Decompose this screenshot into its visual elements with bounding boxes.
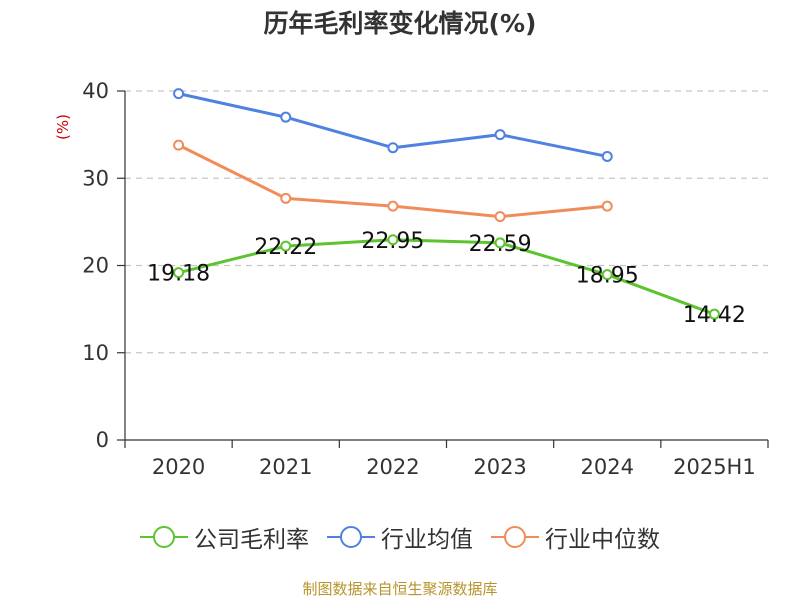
y-tick-label: 40 [82, 79, 109, 103]
data-point [601, 150, 613, 162]
data-point [494, 237, 506, 249]
y-tick-label: 10 [82, 341, 109, 365]
x-tick-label: 2022 [366, 455, 419, 479]
data-point [387, 142, 399, 154]
grid-lines [125, 90, 768, 354]
legend-swatch [491, 525, 539, 549]
x-tick-label: 2023 [473, 455, 526, 479]
x-tick-label: 2025H1 [673, 455, 756, 479]
data-point [708, 308, 720, 320]
series-line-0 [178, 238, 715, 316]
data-point [280, 111, 292, 123]
data-label: 19.18 [147, 262, 210, 287]
series-lines [173, 88, 720, 320]
data-label: 14.42 [683, 303, 746, 328]
data-point [173, 88, 185, 100]
data-point [173, 139, 185, 151]
data-point [280, 192, 292, 204]
legend-label: 公司毛利率 [194, 527, 309, 553]
chart-title: 历年毛利率变化情况(%) [263, 9, 537, 38]
legend-swatch [140, 525, 188, 549]
y-axis-label: (%) [54, 114, 72, 140]
axes: 0 10 20 30 40 (%) 2020 2021 2022 2023 2024 2025H1 [54, 79, 769, 479]
legend-item: 行业均值 [327, 520, 473, 554]
legend-swatch [327, 525, 375, 549]
data-point [494, 129, 506, 141]
data-label: 18.95 [576, 264, 639, 289]
data-point [173, 267, 185, 279]
legend: 公司毛利率 行业均值 行业中位数 [0, 520, 800, 554]
source-note: 制图数据来自恒生聚源数据库 [302, 580, 498, 598]
data-point [387, 234, 399, 246]
x-tick-label: 2020 [152, 455, 205, 479]
y-tick-label: 0 [96, 428, 109, 452]
data-point [494, 211, 506, 223]
data-point [601, 269, 613, 281]
data-labels: 19.18 22.22 22.95 22.59 18.95 14.42 [147, 229, 746, 328]
data-label: 22.59 [469, 232, 532, 257]
x-tick-label: 2024 [581, 455, 634, 479]
data-label: 22.95 [361, 229, 424, 254]
data-label: 22.22 [254, 235, 317, 260]
x-tick-label: 2021 [259, 455, 312, 479]
legend-item: 公司毛利率 [140, 520, 309, 554]
legend-item: 行业中位数 [491, 520, 660, 554]
legend-label: 行业中位数 [545, 527, 660, 553]
data-point [280, 240, 292, 252]
legend-label: 行业均值 [381, 527, 473, 553]
y-tick-label: 30 [82, 166, 109, 190]
data-point [601, 200, 613, 212]
data-point [387, 200, 399, 212]
y-tick-label: 20 [82, 254, 109, 278]
